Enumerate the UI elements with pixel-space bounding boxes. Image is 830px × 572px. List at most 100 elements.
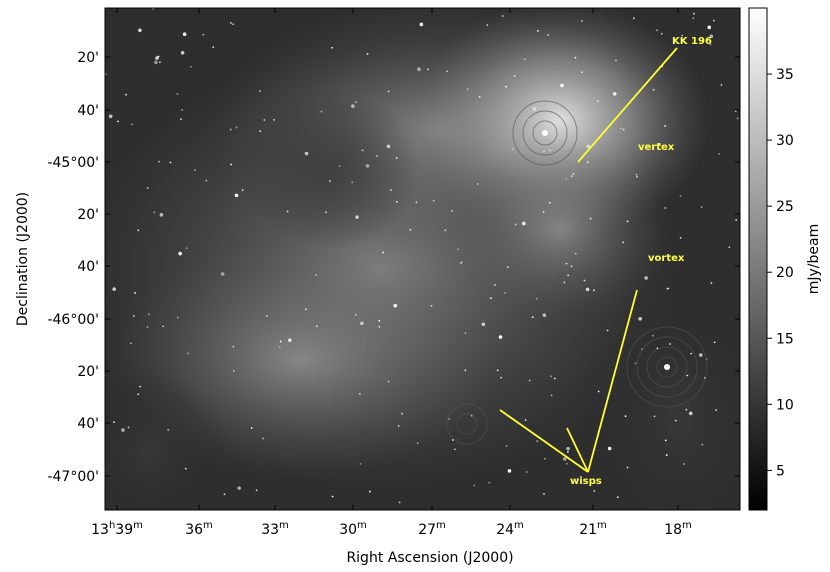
star [570, 265, 573, 268]
star [620, 127, 623, 130]
star [535, 297, 538, 300]
image-frame [104, 7, 741, 511]
star [532, 107, 537, 111]
star [473, 484, 476, 487]
star [593, 289, 595, 292]
star [448, 418, 450, 420]
star [693, 12, 695, 15]
star [652, 88, 655, 91]
star [531, 316, 534, 318]
star [146, 187, 149, 189]
star [230, 163, 233, 166]
star [544, 457, 546, 460]
star [159, 61, 161, 64]
x-tick-label: 13h39m [91, 520, 143, 538]
star [505, 444, 508, 447]
star [735, 219, 738, 222]
star [586, 144, 591, 149]
star [167, 428, 170, 431]
star [112, 287, 117, 291]
star [329, 180, 331, 182]
x-tick-label-part: m [682, 520, 692, 531]
star [669, 343, 671, 345]
star [232, 345, 235, 348]
star [700, 206, 703, 209]
star [125, 93, 127, 96]
star [237, 486, 241, 490]
star [565, 462, 568, 465]
star [259, 90, 261, 92]
star [155, 56, 159, 60]
x-tick-label-part: 30 [339, 522, 357, 538]
star [396, 200, 398, 203]
star [709, 34, 714, 39]
star [574, 252, 577, 255]
colorbar-tick-label: 25 [776, 199, 794, 215]
star [635, 173, 638, 176]
star [565, 177, 568, 180]
star [526, 471, 528, 473]
x-axis-label: Right Ascension (J2000) [346, 550, 513, 566]
star [664, 125, 667, 127]
star [359, 463, 362, 465]
star [710, 282, 713, 284]
star [581, 71, 583, 74]
star [550, 375, 552, 378]
star [331, 495, 334, 498]
star [263, 119, 266, 121]
star [138, 28, 142, 33]
star [398, 501, 401, 504]
star [432, 199, 435, 202]
star [543, 492, 545, 495]
annotation: wisps [570, 476, 602, 487]
star [278, 346, 281, 349]
star [212, 46, 215, 49]
star [262, 437, 265, 440]
star [513, 75, 516, 77]
star [528, 379, 531, 382]
star [560, 83, 564, 88]
star [658, 142, 661, 145]
star [567, 274, 570, 277]
star [169, 161, 172, 164]
star [715, 409, 718, 411]
star [537, 29, 539, 32]
colorbar-tick-label: 10 [776, 397, 794, 413]
star [451, 439, 454, 441]
star [358, 392, 361, 395]
star [634, 362, 637, 365]
star [223, 493, 226, 496]
star [320, 110, 323, 113]
star [134, 292, 136, 294]
star [688, 411, 693, 416]
star [146, 326, 149, 328]
star [632, 17, 635, 20]
star [506, 266, 509, 269]
star [500, 376, 503, 379]
x-tick-label: 27m [418, 520, 446, 538]
star [622, 241, 625, 244]
star [378, 325, 381, 328]
star [548, 201, 551, 204]
star [718, 152, 721, 155]
star [460, 261, 463, 264]
star [666, 287, 669, 290]
colorbar-tick-label: 15 [776, 331, 794, 347]
star [446, 70, 449, 73]
star [351, 181, 354, 184]
star [674, 419, 677, 422]
star [356, 216, 358, 219]
star [176, 316, 179, 319]
star [699, 353, 703, 357]
star [325, 211, 327, 214]
star [395, 157, 398, 159]
star [512, 148, 514, 150]
star [481, 322, 486, 327]
star [464, 369, 467, 372]
star [229, 22, 232, 24]
star [566, 446, 570, 451]
star [154, 60, 158, 65]
x-tick-label-part: 18 [664, 522, 682, 538]
star [153, 211, 156, 214]
